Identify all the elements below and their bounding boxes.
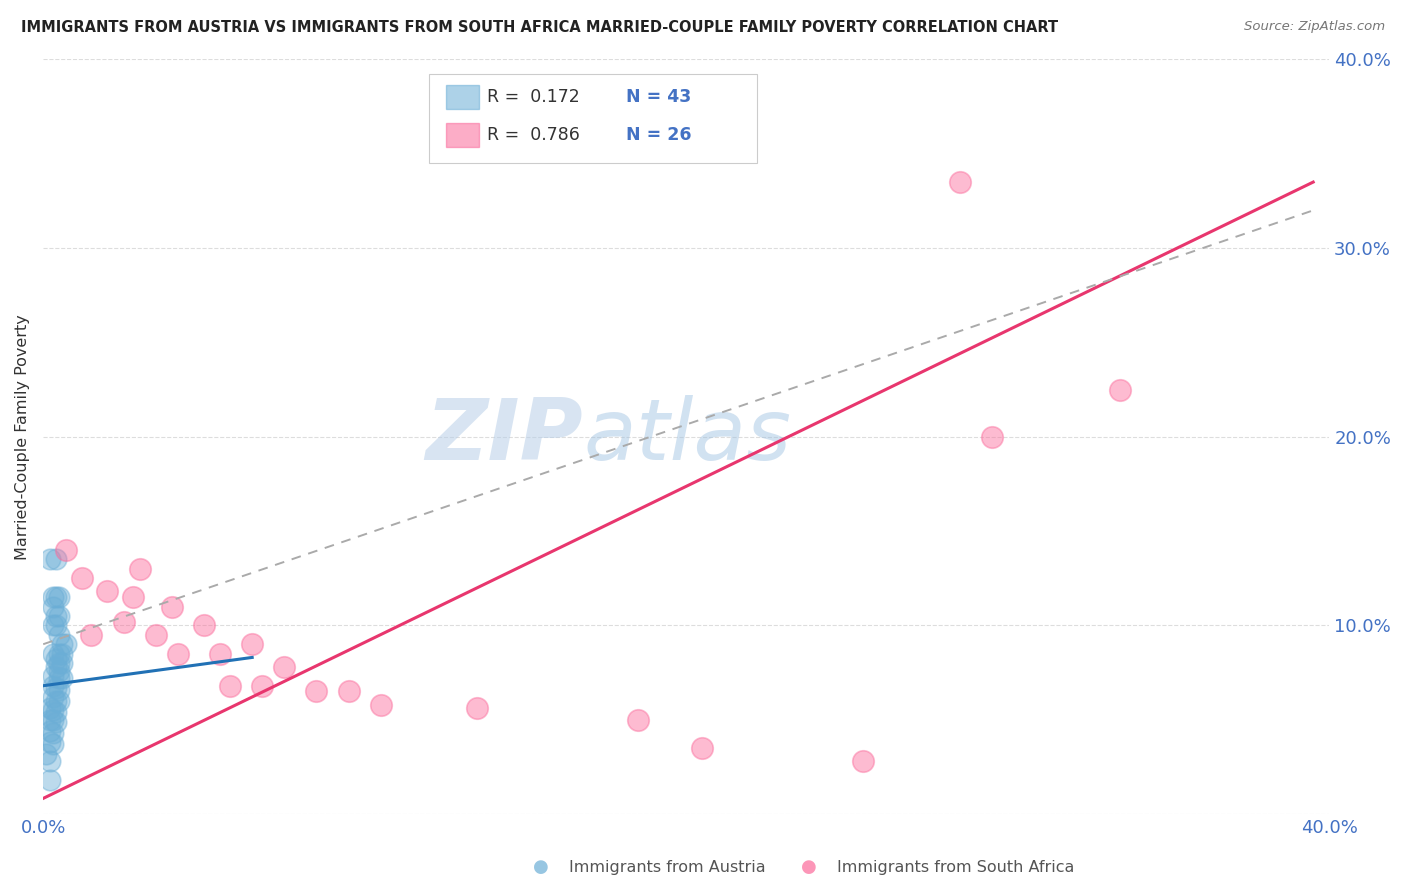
- Text: IMMIGRANTS FROM AUSTRIA VS IMMIGRANTS FROM SOUTH AFRICA MARRIED-COUPLE FAMILY PO: IMMIGRANTS FROM AUSTRIA VS IMMIGRANTS FR…: [21, 20, 1059, 35]
- Point: [48, 682, 70, 697]
- Text: Immigrants from South Africa: Immigrants from South Africa: [837, 860, 1074, 874]
- Point: [51, 656, 73, 670]
- Point: [51, 637, 73, 651]
- Point: [208, 647, 231, 661]
- Point: [692, 741, 714, 756]
- Point: [167, 647, 190, 661]
- Point: [38, 713, 60, 727]
- Point: [70, 571, 93, 585]
- Point: [45, 705, 67, 719]
- Point: [45, 590, 67, 604]
- Point: [193, 618, 215, 632]
- Point: [627, 713, 650, 727]
- Point: [240, 637, 263, 651]
- FancyBboxPatch shape: [429, 74, 756, 163]
- Point: [337, 684, 360, 698]
- Point: [48, 671, 70, 685]
- Text: N = 26: N = 26: [626, 126, 692, 144]
- Point: [42, 679, 65, 693]
- Point: [42, 618, 65, 632]
- Point: [980, 430, 1002, 444]
- Text: Immigrants from Austria: Immigrants from Austria: [569, 860, 766, 874]
- Text: atlas: atlas: [583, 395, 792, 478]
- Point: [42, 669, 65, 683]
- Text: Source: ZipAtlas.com: Source: ZipAtlas.com: [1244, 20, 1385, 33]
- Point: [42, 590, 65, 604]
- Point: [55, 637, 77, 651]
- Point: [38, 552, 60, 566]
- Point: [48, 694, 70, 708]
- Point: [51, 671, 73, 685]
- Point: [45, 609, 67, 624]
- Point: [42, 726, 65, 740]
- Point: [273, 660, 295, 674]
- Point: [250, 679, 273, 693]
- Text: ZIP: ZIP: [426, 395, 583, 478]
- Point: [145, 628, 167, 642]
- Point: [305, 684, 328, 698]
- Point: [948, 175, 970, 189]
- Point: [160, 599, 183, 614]
- Point: [42, 713, 65, 727]
- Point: [48, 664, 70, 678]
- Point: [218, 679, 240, 693]
- Point: [45, 552, 67, 566]
- Point: [42, 647, 65, 661]
- Point: [45, 714, 67, 729]
- Point: [128, 562, 150, 576]
- Point: [38, 735, 60, 749]
- Point: [112, 615, 135, 629]
- Point: [45, 694, 67, 708]
- Point: [45, 652, 67, 666]
- Point: [80, 628, 103, 642]
- Point: [48, 628, 70, 642]
- Point: [48, 609, 70, 624]
- Point: [42, 703, 65, 717]
- Point: [96, 584, 118, 599]
- Point: [42, 737, 65, 751]
- Point: [370, 698, 392, 712]
- Point: [42, 690, 65, 704]
- Point: [45, 618, 67, 632]
- Point: [38, 754, 60, 768]
- Point: [48, 656, 70, 670]
- Point: [38, 701, 60, 715]
- Point: [51, 647, 73, 661]
- Text: R =  0.786: R = 0.786: [486, 126, 579, 144]
- Text: R =  0.172: R = 0.172: [486, 88, 579, 106]
- Point: [465, 701, 488, 715]
- Point: [35, 747, 58, 761]
- Text: ●: ●: [800, 858, 817, 876]
- Point: [48, 647, 70, 661]
- Point: [55, 542, 77, 557]
- Point: [45, 681, 67, 695]
- FancyBboxPatch shape: [446, 85, 479, 109]
- Point: [1109, 383, 1132, 397]
- Text: ●: ●: [533, 858, 550, 876]
- Point: [852, 754, 875, 768]
- Point: [38, 724, 60, 739]
- Y-axis label: Married-Couple Family Poverty: Married-Couple Family Poverty: [15, 314, 30, 559]
- Point: [38, 772, 60, 787]
- Text: N = 43: N = 43: [626, 88, 690, 106]
- Point: [45, 660, 67, 674]
- FancyBboxPatch shape: [446, 123, 479, 147]
- Point: [48, 590, 70, 604]
- Point: [42, 599, 65, 614]
- Point: [122, 590, 145, 604]
